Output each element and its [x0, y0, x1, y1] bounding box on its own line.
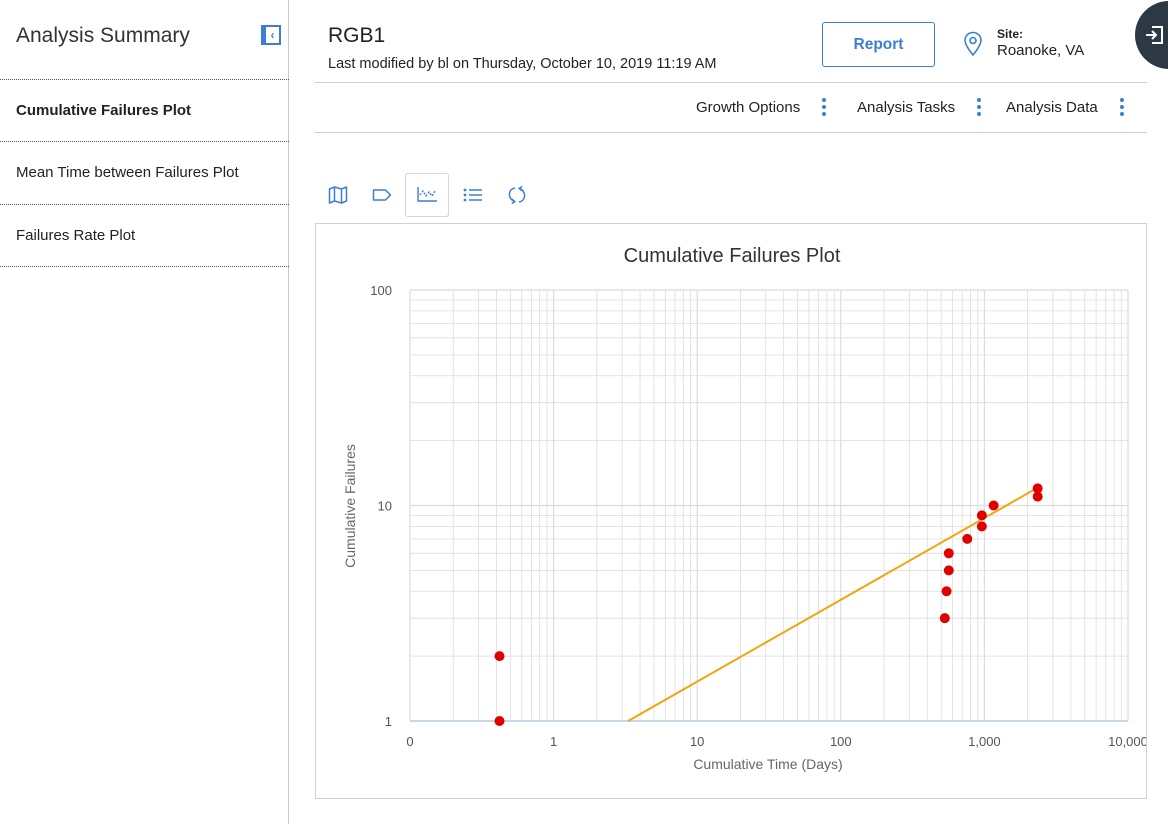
x-tick-label: 10 [690, 734, 704, 749]
fit-line [627, 486, 1039, 722]
map-icon [328, 186, 348, 204]
last-modified-text: Last modified by bl on Thursday, October… [328, 56, 717, 72]
refresh-button[interactable] [495, 173, 539, 217]
x-tick-label: 10,000 [1108, 734, 1146, 749]
growth-options-label: Growth Options [696, 98, 801, 116]
kebab-menu-icon[interactable] [822, 98, 827, 116]
data-point [939, 613, 950, 624]
nav-divider [0, 204, 289, 205]
refresh-icon [508, 185, 526, 205]
data-point [494, 716, 505, 726]
x-tick-label: 100 [830, 734, 852, 749]
list-icon [463, 188, 482, 202]
x-tick-label: 1 [550, 734, 557, 749]
nav-divider [0, 266, 289, 267]
chart-canvas: Cumulative Failures Plot Cumulative Time… [342, 245, 1146, 772]
report-button[interactable]: Report [822, 22, 935, 67]
analysis-summary-panel: Analysis Summary ‹ Cumulative Failures P… [0, 0, 289, 824]
data-point [976, 510, 987, 521]
chevron-left-icon[interactable]: ‹ [261, 25, 281, 45]
data-point [1032, 483, 1043, 494]
y-tick-label: 1 [385, 714, 392, 729]
x-axis-label: Cumulative Time (Days) [693, 756, 842, 772]
tag-button[interactable] [360, 173, 404, 217]
data-point [943, 548, 954, 559]
header-divider [315, 82, 1147, 83]
list-button[interactable] [451, 173, 495, 217]
nav-item-mtbf-plot[interactable]: Mean Time between Failures Plot [16, 164, 239, 181]
nav-divider [0, 141, 289, 142]
data-point [943, 565, 954, 576]
y-tick-label: 100 [370, 283, 392, 298]
plot-icon [417, 187, 437, 202]
x-tick-label: 0 [406, 734, 413, 749]
nav-divider [0, 79, 289, 80]
data-point [988, 500, 999, 511]
menu-divider [315, 132, 1147, 133]
location-pin-icon [964, 31, 982, 57]
data-point [1032, 491, 1043, 502]
x-tick-label: 1,000 [968, 734, 1001, 749]
kebab-menu-icon[interactable] [1119, 98, 1124, 116]
chart-title: Cumulative Failures Plot [624, 245, 841, 267]
analysis-data-menu[interactable]: Analysis Data [1006, 98, 1124, 116]
cumulative-failures-chart: Cumulative Failures Plot Cumulative Time… [315, 223, 1147, 799]
page-title: RGB1 [328, 24, 386, 47]
nav-item-failures-rate-plot[interactable]: Failures Rate Plot [16, 227, 136, 244]
panel-title: Analysis Summary [16, 24, 190, 47]
site-label: Site: [997, 27, 1024, 41]
site-value: Roanoke, VA [997, 42, 1085, 59]
map-button[interactable] [316, 173, 360, 217]
exit-icon [1146, 26, 1163, 44]
nav-item-cumulative-failures-plot[interactable]: Cumulative Failures Plot [16, 102, 192, 119]
exit-button[interactable] [1135, 1, 1168, 69]
analysis-data-label: Analysis Data [1006, 98, 1098, 116]
growth-options-menu[interactable]: Growth Options [696, 98, 827, 116]
analysis-tasks-label: Analysis Tasks [857, 98, 956, 116]
data-point [976, 521, 987, 532]
data-point [941, 586, 952, 597]
y-tick-label: 10 [378, 499, 392, 514]
data-point [494, 651, 505, 662]
kebab-menu-icon[interactable] [977, 98, 982, 116]
y-axis-label: Cumulative Failures [342, 444, 358, 568]
analysis-tasks-menu[interactable]: Analysis Tasks [857, 98, 982, 116]
tag-icon [372, 189, 392, 201]
plot-button[interactable] [405, 173, 449, 217]
data-point [962, 533, 973, 544]
